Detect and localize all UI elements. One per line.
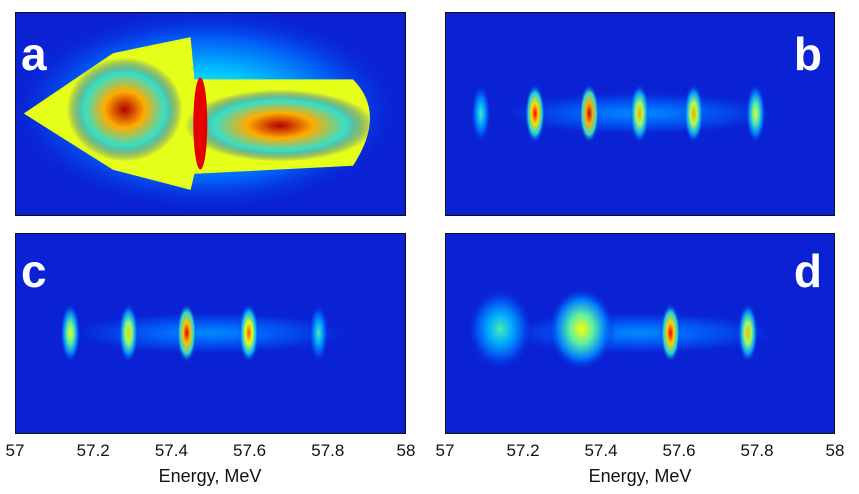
spectral-line-mark [176, 303, 197, 363]
spectral-line-mark [683, 83, 704, 144]
panel-d: d [445, 233, 835, 434]
spectral-line-mark [60, 303, 81, 363]
x-tick-label: 57.2 [76, 441, 110, 460]
spectral-line-mark [118, 303, 139, 363]
x-tick-label: 58 [825, 441, 845, 460]
x-tick-label: 57.2 [506, 441, 540, 460]
spectral-line-mark [238, 303, 259, 363]
panel-label-d: d [793, 245, 822, 297]
spectral-line-mark [547, 287, 616, 371]
panel-b: b [445, 12, 835, 216]
x-tick-label: 57.4 [154, 441, 188, 460]
spectral-line-mark [737, 303, 758, 363]
spectral-line-mark [308, 303, 329, 363]
heatmap-d [446, 234, 833, 432]
panel-c: c [15, 233, 406, 434]
continuum-edge [193, 77, 208, 170]
x-tick-label: 57.6 [233, 441, 267, 460]
spectral-line-mark [579, 83, 600, 144]
x-tick-label: 57 [5, 441, 25, 460]
spectral-line-mark [470, 83, 491, 144]
panel-a: a [15, 12, 406, 216]
heatmap-b [446, 13, 833, 214]
continuum-lobe-low [66, 57, 183, 162]
spectral-line-mark [629, 83, 650, 144]
continuum-lobe-high [184, 89, 375, 162]
spectral-line-mark [525, 83, 546, 144]
spectral-line-mark [660, 303, 681, 363]
heatmap-a [16, 13, 404, 214]
x-tick-label: 57.4 [584, 441, 618, 460]
x-tick-label: 58 [396, 441, 416, 460]
x-tick-label: 57.8 [311, 441, 345, 460]
x-tick-label: 57.8 [740, 441, 774, 460]
x-tick-label: 57 [435, 441, 455, 460]
spectral-line-mark [466, 287, 535, 371]
background-band [23, 305, 397, 361]
panel-label-b: b [793, 28, 822, 80]
panel-label-c: c [21, 245, 47, 297]
panel-label-a: a [21, 28, 47, 80]
spectral-line-mark [745, 83, 766, 144]
heatmap-c [16, 234, 404, 432]
x-axis-label-d: Energy, MeV [588, 466, 692, 486]
x-tick-label: 57.6 [662, 441, 696, 460]
background-band [453, 305, 826, 361]
x-axis-label-c: Energy, MeV [158, 466, 262, 486]
